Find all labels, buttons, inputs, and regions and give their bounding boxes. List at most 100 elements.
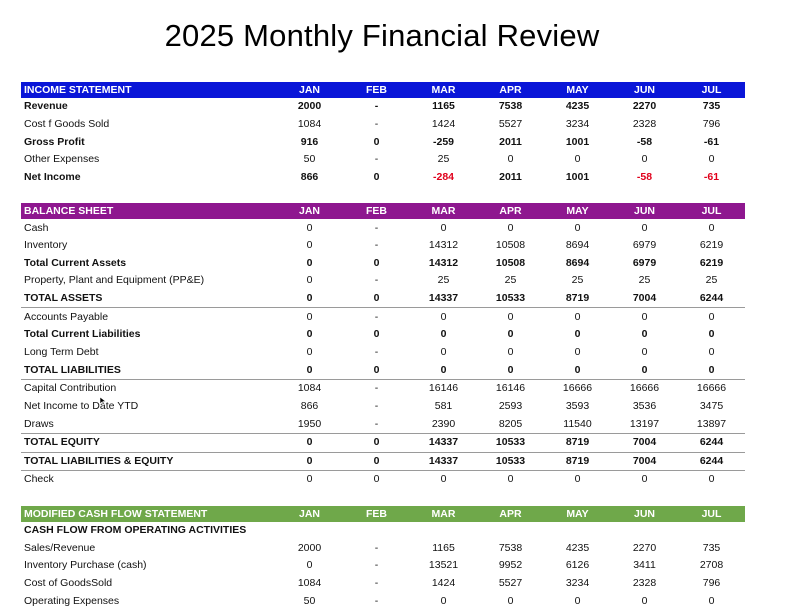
cell-jan[interactable]: 0 bbox=[276, 452, 343, 472]
cell-feb[interactable]: - bbox=[374, 559, 379, 572]
cell-apr[interactable]: 7538 bbox=[498, 100, 523, 113]
row-label[interactable]: TOTAL EQUITY bbox=[21, 433, 276, 453]
cell-mar[interactable]: 0 bbox=[440, 310, 447, 323]
cell-mar[interactable]: 14337 bbox=[410, 452, 477, 472]
row-label[interactable]: Net Income to Date YTD bbox=[24, 399, 139, 412]
cell-apr[interactable]: 9952 bbox=[498, 559, 523, 572]
cell-jan[interactable]: 0 bbox=[306, 274, 313, 287]
cell-mar[interactable]: -284 bbox=[432, 170, 454, 183]
cell-jul[interactable]: 13897 bbox=[678, 415, 745, 434]
cell-jan[interactable]: 2000 bbox=[297, 541, 322, 554]
month-header-may[interactable]: MAY bbox=[566, 205, 589, 218]
cell-may[interactable]: 3234 bbox=[565, 577, 590, 590]
cash-flow-header-label[interactable]: MODIFIED CASH FLOW STATEMENT bbox=[24, 507, 208, 520]
cell-feb[interactable]: 0 bbox=[373, 135, 380, 148]
cell-jan[interactable]: 50 bbox=[303, 153, 316, 166]
cell-jun[interactable]: 6979 bbox=[632, 239, 657, 252]
cell-feb[interactable]: 0 bbox=[373, 256, 380, 269]
cell-mar[interactable]: 1424 bbox=[431, 117, 456, 130]
month-header-mar[interactable]: MAR bbox=[431, 84, 456, 96]
cell-feb[interactable]: - bbox=[374, 310, 379, 323]
cell-apr[interactable]: 0 bbox=[507, 594, 514, 607]
cell-jul[interactable]: -61 bbox=[703, 135, 720, 148]
cash-flow-subheader[interactable]: CASH FLOW FROM OPERATING ACTIVITIES bbox=[24, 524, 247, 537]
cell-jan[interactable]: 1950 bbox=[276, 415, 343, 434]
cell-feb[interactable]: - bbox=[374, 221, 379, 234]
cell-feb[interactable]: 0 bbox=[373, 328, 380, 341]
cell-feb[interactable]: - bbox=[374, 274, 379, 287]
cell-apr[interactable]: 8205 bbox=[477, 415, 544, 434]
cell-may[interactable]: 0 bbox=[574, 221, 581, 234]
cell-may[interactable]: 4235 bbox=[565, 541, 590, 554]
row-label[interactable]: Gross Profit bbox=[24, 135, 85, 148]
cell-feb[interactable]: - bbox=[343, 415, 410, 434]
row-label[interactable]: Inventory Purchase (cash) bbox=[24, 559, 147, 572]
cell-jul[interactable]: 0 bbox=[678, 361, 745, 380]
cell-feb[interactable]: 0 bbox=[343, 452, 410, 472]
cell-jan[interactable]: 1084 bbox=[297, 382, 322, 395]
cell-jul[interactable]: 6244 bbox=[678, 289, 745, 309]
cell-jun[interactable]: 3536 bbox=[632, 399, 657, 412]
month-header-apr[interactable]: APR bbox=[499, 205, 522, 218]
cell-feb[interactable]: 0 bbox=[373, 170, 380, 183]
cell-jun[interactable]: 6979 bbox=[632, 256, 657, 269]
cell-may[interactable]: 8719 bbox=[544, 452, 611, 472]
cell-may[interactable]: 16666 bbox=[562, 382, 593, 395]
row-label[interactable]: Net Income bbox=[24, 170, 81, 183]
cell-jan[interactable]: 866 bbox=[300, 170, 319, 183]
cell-may[interactable]: 8719 bbox=[544, 433, 611, 453]
cell-jun[interactable]: 0 bbox=[641, 310, 648, 323]
row-label[interactable]: Sales/Revenue bbox=[24, 541, 96, 554]
cell-feb[interactable]: 0 bbox=[343, 361, 410, 380]
cell-jul[interactable]: -61 bbox=[703, 170, 720, 183]
row-label[interactable]: Cash bbox=[24, 221, 49, 234]
row-label[interactable]: Property, Plant and Equipment (PP&E) bbox=[24, 274, 205, 287]
cell-apr[interactable]: 2011 bbox=[499, 135, 522, 148]
cell-mar[interactable]: 25 bbox=[437, 153, 450, 166]
row-label[interactable]: Other Expenses bbox=[24, 153, 100, 166]
cell-mar[interactable]: 2390 bbox=[410, 415, 477, 434]
cell-mar[interactable]: 1165 bbox=[432, 100, 455, 113]
cell-jun[interactable]: -58 bbox=[636, 170, 653, 183]
cell-jun[interactable]: 25 bbox=[638, 274, 651, 287]
cell-apr[interactable]: 2011 bbox=[499, 170, 522, 183]
cell-jan[interactable]: 0 bbox=[306, 473, 313, 486]
cell-apr[interactable]: 0 bbox=[507, 328, 514, 341]
row-label[interactable]: Capital Contribution bbox=[24, 382, 117, 395]
cell-jan[interactable]: 0 bbox=[276, 361, 343, 380]
month-header-jan[interactable]: JAN bbox=[298, 84, 320, 96]
month-header-feb[interactable]: FEB bbox=[366, 507, 387, 520]
cell-jul[interactable]: 735 bbox=[702, 100, 721, 113]
cell-mar[interactable]: 25 bbox=[437, 274, 450, 287]
cell-jun[interactable]: 7004 bbox=[611, 452, 678, 472]
cell-mar[interactable]: -259 bbox=[432, 135, 454, 148]
cell-mar[interactable]: 14312 bbox=[428, 239, 459, 252]
cell-feb[interactable]: - bbox=[374, 382, 379, 395]
cell-mar[interactable]: 13521 bbox=[428, 559, 459, 572]
cell-jul[interactable]: 796 bbox=[702, 577, 721, 590]
cell-jul[interactable]: 6244 bbox=[678, 452, 745, 472]
cell-feb[interactable]: - bbox=[374, 594, 379, 607]
cell-mar[interactable]: 0 bbox=[440, 221, 447, 234]
cell-mar[interactable]: 14337 bbox=[410, 433, 477, 453]
cell-may[interactable]: 8694 bbox=[565, 239, 590, 252]
cell-may[interactable]: 1001 bbox=[565, 170, 590, 183]
cell-jul[interactable]: 0 bbox=[708, 473, 715, 486]
cell-mar[interactable]: 581 bbox=[434, 399, 453, 412]
row-label[interactable]: Check bbox=[24, 473, 54, 486]
row-label[interactable]: TOTAL ASSETS bbox=[21, 289, 276, 309]
month-header-jun[interactable]: JUN bbox=[633, 84, 655, 96]
income-statement-header-label[interactable]: INCOME STATEMENT bbox=[24, 84, 132, 96]
row-label[interactable]: Cost of GoodsSold bbox=[24, 577, 113, 590]
row-label[interactable]: Draws bbox=[21, 415, 276, 434]
cell-apr[interactable]: 0 bbox=[507, 153, 514, 166]
cell-apr[interactable]: 10533 bbox=[477, 289, 544, 309]
cell-jan[interactable]: 0 bbox=[306, 346, 313, 358]
month-header-jul[interactable]: JUL bbox=[701, 84, 722, 96]
cell-mar[interactable]: 0 bbox=[440, 473, 447, 486]
cell-mar[interactable]: 14337 bbox=[410, 289, 477, 309]
month-header-jun[interactable]: JUN bbox=[633, 205, 655, 218]
cell-may[interactable]: 1001 bbox=[565, 135, 590, 148]
cell-jul[interactable]: 6219 bbox=[699, 256, 724, 269]
cell-apr[interactable]: 0 bbox=[507, 473, 514, 486]
